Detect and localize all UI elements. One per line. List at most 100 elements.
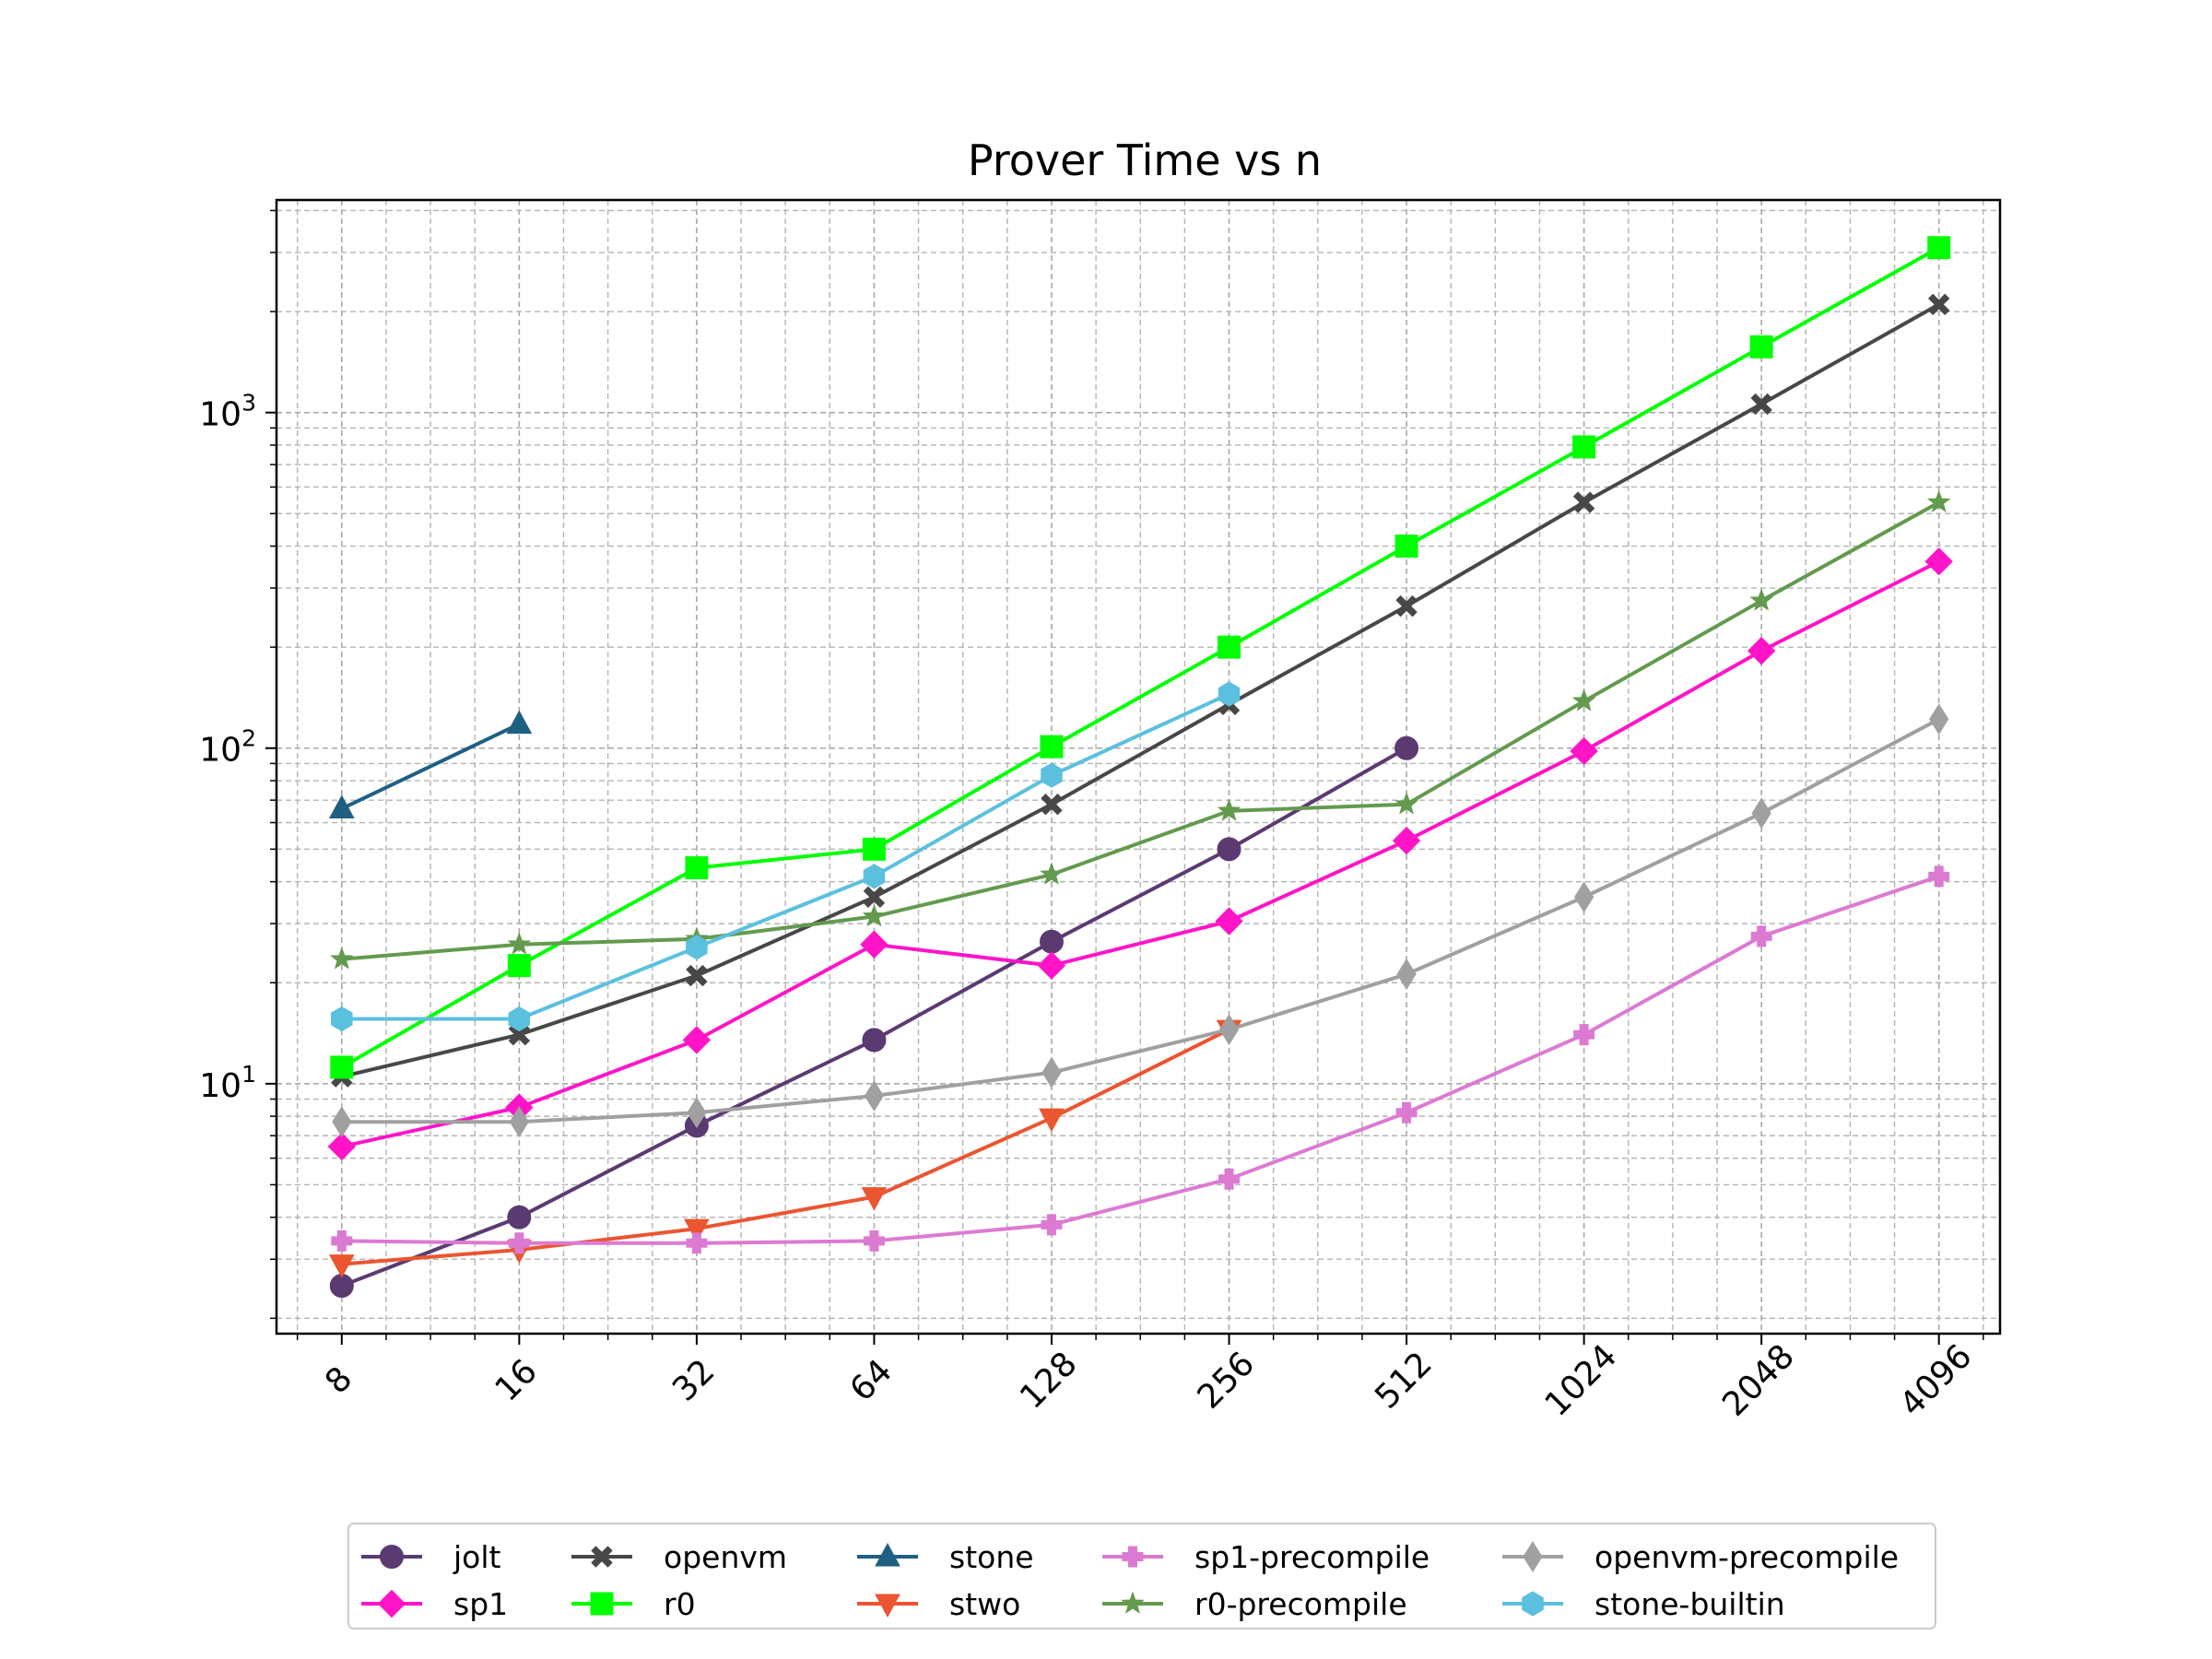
legend-label: r0-precompile [1194,1586,1407,1622]
data-point-jolt [862,1028,887,1053]
legend-item-r0: r0 [571,1586,696,1622]
series-line-openvm-precompile [339,717,1941,1124]
data-point-r0 [1927,236,1951,260]
data-point-openvm-precompile [332,1106,352,1138]
data-point-r0-precompile [1749,588,1773,611]
series-line-sp1 [339,559,1941,1148]
data-point-r0 [1572,435,1596,459]
data-point-openvm [1041,794,1063,816]
legend-marker [1523,1541,1543,1572]
data-point-openvm-precompile [1574,881,1594,913]
legend-label: sp1-precompile [1194,1539,1430,1575]
series-r0 [330,236,1951,1079]
data-point-openvm-precompile [509,1106,529,1138]
data-point-r0-precompile [1926,489,1951,512]
series-openvm-precompile [332,703,1949,1138]
series-jolt [329,735,1419,1299]
series-layer [327,236,1953,1299]
series-sp1-precompile [331,865,1950,1254]
legend-marker [590,1592,614,1616]
legend-marker [591,1546,613,1568]
legend-label: openvm [664,1539,787,1575]
data-point-openvm [1750,393,1772,416]
series-line-sp1-precompile [339,874,1941,1245]
chart-title: Prover Time vs n [968,135,1322,185]
data-point-openvm-precompile [864,1080,885,1112]
legend-item-stone: stone [857,1539,1034,1575]
data-point-stone-builtin [331,1006,353,1032]
data-point-stwo [684,1218,710,1243]
data-point-jolt [1394,735,1419,760]
legend-label: stone [949,1539,1034,1575]
legend-marker [380,1545,404,1569]
data-point-sp1-precompile [331,1230,353,1252]
data-point-stwo [861,1187,888,1211]
series-line-openvm [339,302,1941,1079]
legend-marker [1121,1591,1145,1614]
data-point-r0-precompile [507,932,532,955]
legend: jolt sp1 openvm r0 stone stwo sp1-precompile r0… [347,1523,1936,1630]
legend-marker [875,1594,900,1618]
data-point-stwo [1039,1108,1065,1133]
data-point-r0-precompile [1217,798,1241,821]
data-point-openvm-precompile [1929,703,1949,735]
data-point-r0 [330,1055,354,1079]
data-point-openvm [1572,491,1595,513]
data-point-stwo [328,1254,355,1278]
data-point-jolt [1039,929,1064,954]
data-point-stone-builtin [863,864,886,889]
data-point-r0-precompile [330,947,354,970]
legend-item-openvm: openvm [571,1539,787,1575]
legend-item-openvm-precompile: openvm-precompile [1502,1539,1899,1575]
data-point-stone [328,794,355,818]
data-point-sp1-precompile [686,1232,708,1254]
legend-item-sp1-precompile: sp1-precompile [1102,1539,1430,1575]
data-point-openvm-precompile [1041,1056,1062,1088]
legend-label: stone-builtin [1594,1586,1785,1622]
data-point-openvm [1928,293,1950,316]
series-stone-builtin [331,681,1241,1032]
data-point-r0 [685,856,709,880]
data-point-sp1 [1215,907,1243,935]
data-point-sp1-precompile [508,1232,530,1254]
data-point-r0-precompile [1394,792,1418,815]
data-point-r0-precompile [862,903,887,927]
data-point-sp1 [1037,951,1066,980]
legend-item-sp1: sp1 [361,1586,508,1622]
data-point-r0 [862,837,886,861]
data-point-r0 [1040,735,1064,759]
grid [276,200,2000,1334]
data-point-openvm-precompile [687,1097,707,1129]
data-point-openvm-precompile [1396,959,1417,990]
series-line-r0 [339,245,1941,1069]
legend-marker [377,1589,406,1618]
series-stone [328,710,533,818]
data-point-sp1 [327,1132,357,1161]
legend-item-stwo: stwo [857,1586,1020,1622]
data-point-sp1-precompile [1218,1168,1241,1190]
data-point-sp1-precompile [1395,1101,1418,1124]
plot-area-frame [275,198,2002,1335]
data-point-r0-precompile [1571,688,1596,712]
legend-item-stone-builtin: stone-builtin [1502,1586,1785,1622]
data-point-sp1 [860,930,888,959]
data-point-r0-precompile [1040,862,1064,885]
data-point-stone [506,710,533,735]
data-point-sp1-precompile [1750,925,1772,947]
legend-marker [875,1542,900,1567]
y-tick-label: 102 [199,725,256,770]
data-point-r0 [1394,535,1418,559]
legend-item-r0-precompile: r0-precompile [1102,1586,1407,1622]
data-point-openvm [863,886,886,909]
legend-marker [1122,1546,1144,1568]
series-sp1 [327,547,1953,1161]
series-line-stone [339,722,522,811]
data-point-r0 [1749,335,1773,359]
data-point-sp1-precompile [1573,1024,1595,1046]
data-point-r0 [1218,635,1241,659]
series-line-stone-builtin [339,692,1231,1021]
legend-marker [1522,1591,1544,1617]
series-line-r0-precompile [339,500,1941,961]
